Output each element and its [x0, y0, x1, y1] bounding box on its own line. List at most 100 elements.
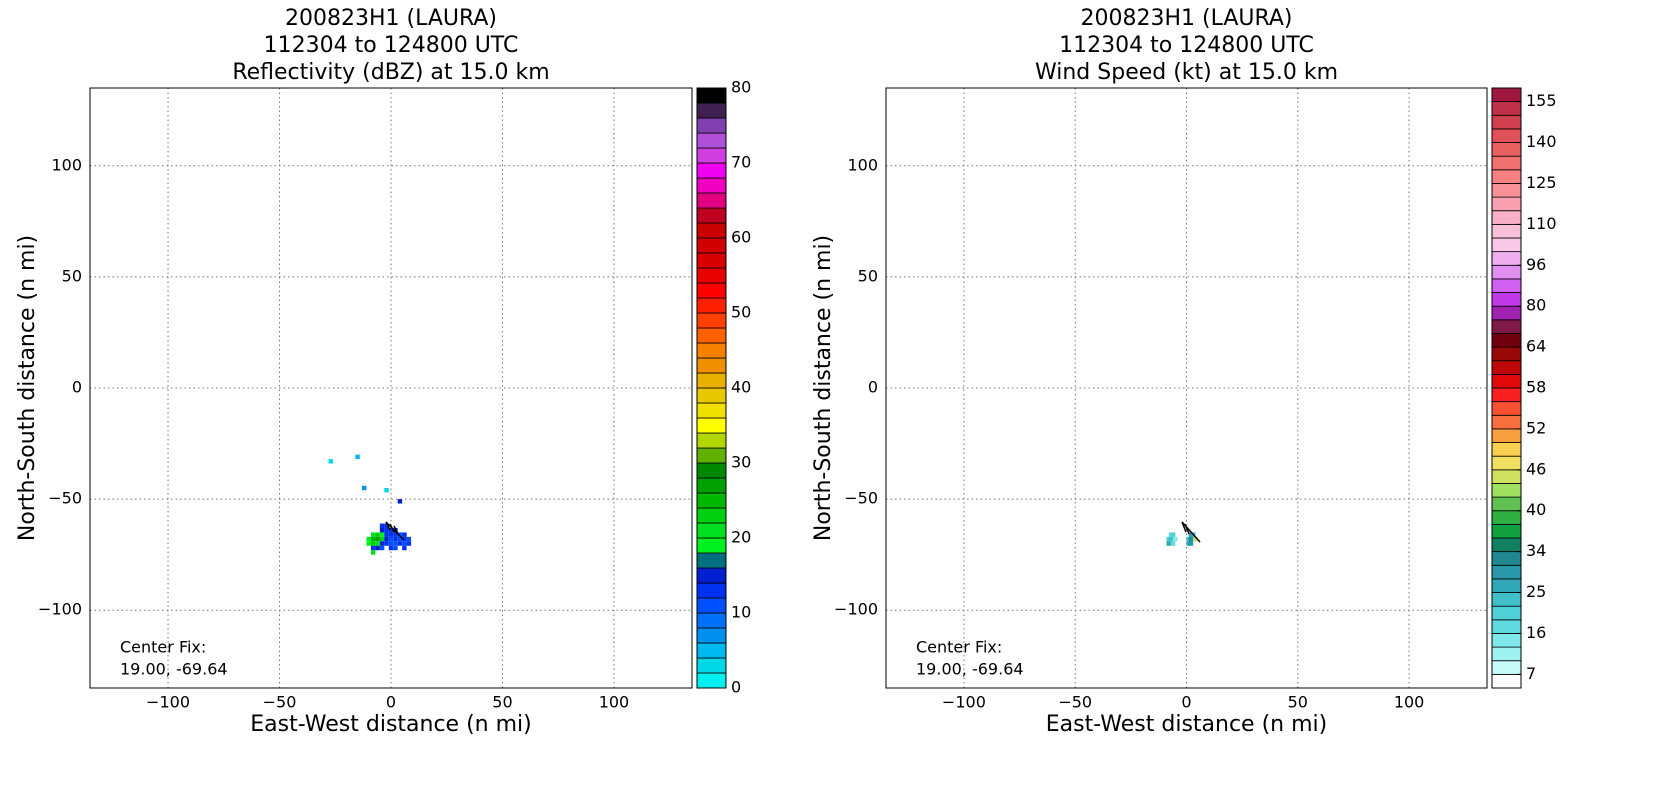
y-tick-label: 100 [51, 155, 82, 174]
cell [1170, 532, 1176, 537]
colorbar-segment [1491, 360, 1522, 375]
colorbar-segment [1491, 510, 1522, 525]
colorbar-segment [1491, 251, 1522, 266]
cell [379, 545, 385, 551]
colorbar-segment [696, 612, 727, 629]
chart-title: 200823H1 (LAURA) [1080, 6, 1292, 31]
cell [402, 545, 407, 551]
colorbar-tick-label: 155 [1526, 91, 1557, 110]
colorbar-segment [1491, 605, 1522, 621]
colorbar-segment [1491, 264, 1522, 280]
colorbar-segment [1491, 401, 1522, 416]
colorbar-tick-label: 30 [731, 453, 751, 472]
y-tick-label: −50 [48, 489, 82, 508]
cell [384, 532, 389, 537]
colorbar-tick-label: 125 [1526, 173, 1557, 192]
colorbar-segment [696, 627, 727, 644]
colorbar-segment [696, 492, 727, 509]
cell [393, 532, 398, 537]
colorbar-tick-label: 64 [1526, 337, 1546, 356]
colorbar-segment [696, 252, 727, 269]
colorbar-segment [696, 657, 727, 674]
colorbar-segment [1491, 523, 1522, 539]
cell [1170, 541, 1176, 546]
colorbar-segment [1491, 387, 1522, 403]
cell [379, 523, 385, 528]
colorbar-segment [696, 567, 727, 584]
colorbar-segment [696, 117, 727, 134]
colorbar-segment [696, 177, 727, 194]
cell [388, 541, 394, 546]
x-tick-label: 100 [1394, 693, 1425, 712]
plot-frame [885, 87, 1488, 689]
colorbar-segment [696, 282, 727, 299]
colorbar-segment [1491, 660, 1522, 675]
cell [397, 536, 403, 542]
colorbar-tick-label: 80 [1526, 296, 1546, 315]
colorbar-segment [1491, 592, 1522, 607]
cell [402, 536, 407, 542]
cell [388, 536, 394, 542]
cell [388, 545, 394, 551]
colorbar-tick-label: 60 [731, 228, 751, 247]
y-tick-label: 0 [72, 378, 82, 397]
colorbar-segment [696, 132, 727, 149]
y-tick-label: 100 [847, 155, 878, 174]
colorbar-segment [696, 342, 727, 359]
colorbar-segment [1491, 619, 1522, 634]
colorbar-segment [696, 267, 727, 284]
cell [370, 536, 376, 542]
cell [375, 536, 380, 542]
colorbar-segment [1491, 114, 1522, 130]
colorbar-segment [696, 327, 727, 344]
colorbar-segment [696, 162, 727, 179]
colorbar-segment [696, 537, 727, 554]
cell [1166, 541, 1171, 546]
annotation: Center Fix: [916, 638, 1002, 657]
barb [385, 521, 405, 541]
colorbar-segment [696, 522, 727, 539]
wind-barbs [385, 521, 1201, 543]
colorbar-segment [1491, 333, 1522, 348]
cell [370, 545, 376, 551]
colorbar-segment [1491, 537, 1522, 553]
colorbar-segment [696, 672, 727, 689]
colorbar-segment [696, 432, 727, 449]
y-tick-label: 50 [858, 266, 878, 285]
y-axis-label: North-South distance (n mi) [811, 235, 836, 541]
colorbar-segment [1491, 196, 1522, 212]
x-tick-label: 0 [1181, 693, 1191, 712]
barb [393, 525, 399, 535]
x-tick-label: −50 [263, 693, 297, 712]
x-tick-label: −100 [942, 693, 986, 712]
cell [397, 541, 403, 546]
cell [406, 536, 412, 542]
cell [375, 541, 380, 546]
cell [1168, 536, 1174, 542]
colorbar-segment [696, 477, 727, 494]
colorbar-tick-label: 46 [1526, 459, 1546, 478]
colorbar-segment [1491, 496, 1522, 512]
colorbar-segment [1491, 564, 1522, 580]
colorbar-tick-label: 16 [1526, 623, 1546, 642]
colorbar-segment [696, 297, 727, 314]
y-tick-label: 50 [62, 266, 82, 285]
cell [379, 528, 385, 533]
barb [389, 523, 395, 533]
barb [385, 521, 391, 531]
cell [384, 528, 389, 533]
cell [406, 541, 412, 546]
cell [388, 532, 394, 537]
colorbar-segment [1491, 87, 1522, 103]
cell [366, 536, 371, 542]
y-tick-label: 0 [868, 378, 878, 397]
colorbar-segment [696, 207, 727, 224]
colorbar-tick-label: 110 [1526, 214, 1557, 233]
x-axis-label: East-West distance (n mi) [250, 712, 531, 737]
colorbar-segment [696, 312, 727, 329]
cell [402, 532, 407, 537]
colorbar-segment [1491, 346, 1522, 362]
colorbar-segment [1491, 237, 1522, 253]
cell [384, 541, 389, 546]
colorbar-segment [1491, 155, 1522, 171]
